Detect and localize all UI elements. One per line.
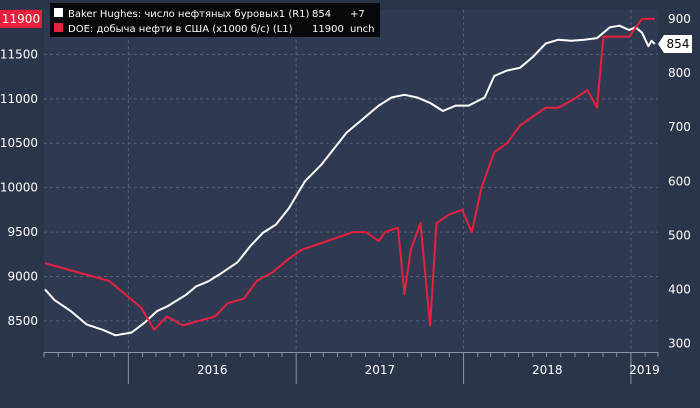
left-value-badge-text: 11900: [2, 12, 40, 26]
y-right-tick-label: 400: [668, 282, 691, 296]
legend-series-value: 11900: [312, 24, 344, 35]
y-right-tick-label: 500: [668, 228, 691, 242]
legend-swatch: [54, 23, 63, 32]
x-tick-label: 2017: [365, 363, 396, 377]
series-lines: [44, 17, 656, 337]
legend-series-value: 854: [312, 9, 331, 20]
legend-series-change: unch: [350, 24, 375, 35]
plot-area: [44, 10, 658, 352]
y-right-tick-label: 800: [668, 66, 691, 80]
y-right-tick-label: 700: [668, 120, 691, 134]
legend: Baker Hughes: число нефтяных буровых1 (R…: [50, 3, 380, 37]
left-value-badge: [0, 9, 42, 28]
axes: 8500 9000 9500 10000 10500 11000 11500 300 400 50…: [0, 9, 692, 384]
y-left-tick-label: 9000: [7, 269, 38, 283]
y-right-tick-label: 300: [668, 336, 691, 350]
y-left-tick-label: 10000: [0, 181, 38, 195]
legend-series-change: +7: [350, 9, 365, 20]
legend-series-name: Baker Hughes: число нефтяных буровых1 (R…: [68, 9, 310, 20]
y-left-tick-label: 10500: [0, 136, 38, 150]
right-value-badge: [658, 35, 692, 54]
x-tick-label: 2019: [629, 363, 660, 377]
y-right-tick-label: 900: [668, 12, 691, 26]
x-tick-label: 2016: [197, 363, 228, 377]
y-left-tick-label: 9500: [7, 225, 38, 239]
right-value-badge-text: 854: [667, 37, 690, 51]
series-line-2: [44, 17, 655, 331]
legend-swatch: [54, 8, 63, 17]
x-tick-label: 2018: [532, 363, 563, 377]
series-line-1: [44, 24, 656, 337]
legend-box: [50, 3, 380, 37]
legend-series-name: DOE: добыча нефти в США (x1000 б/с) (L1): [68, 24, 293, 35]
y-left-tick-label: 11000: [0, 92, 38, 106]
y-left-tick-label: 8500: [7, 314, 38, 328]
y-right-tick-label: 600: [668, 174, 691, 188]
y-left-tick-label: 11500: [0, 47, 38, 61]
